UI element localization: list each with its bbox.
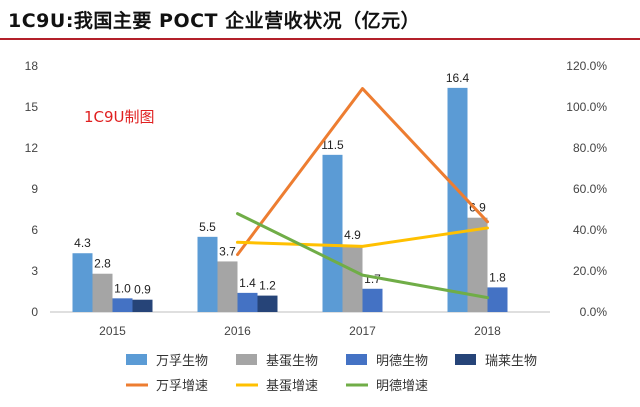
y-right-tick-label: 40.0%	[573, 223, 607, 237]
legend-label: 明德增速	[376, 379, 428, 394]
title-divider	[0, 38, 640, 40]
legend-swatch	[236, 354, 257, 365]
bar-data-label: 6.9	[469, 201, 486, 215]
bar-data-label: 4.3	[74, 236, 91, 250]
bar	[362, 288, 383, 312]
bar	[257, 295, 278, 312]
bar-data-label: 5.5	[199, 220, 216, 234]
y-right-tick-label: 60.0%	[573, 182, 607, 196]
legend-label: 明德生物	[376, 354, 428, 369]
y-right-tick-label: 20.0%	[573, 264, 607, 278]
bar-data-label: 1.2	[259, 279, 276, 293]
bar	[92, 273, 113, 312]
y-left-tick-label: 9	[31, 182, 38, 196]
x-tick-label: 2016	[224, 324, 251, 338]
legend-swatch	[455, 354, 476, 365]
bar	[342, 245, 363, 312]
chart-title: 1C9U:我国主要 POCT 企业营收状况（亿元）	[8, 10, 421, 32]
bar-data-label: 1.8	[489, 270, 506, 284]
bar	[467, 217, 488, 312]
bar	[447, 87, 468, 312]
bar-data-label: 1.0	[114, 281, 131, 295]
y-right-tick-label: 100.0%	[566, 100, 607, 114]
y-right-tick-label: 80.0%	[573, 141, 607, 155]
legend-label: 基蛋生物	[266, 354, 318, 369]
y-right-tick-label: 120.0%	[566, 59, 607, 73]
bar-data-label: 2.8	[94, 257, 111, 271]
bar-data-label: 16.4	[446, 71, 470, 85]
bar	[72, 253, 93, 312]
bar	[132, 299, 153, 312]
legend-swatch	[346, 354, 367, 365]
y-left-tick-label: 6	[31, 223, 38, 237]
bar	[237, 292, 258, 312]
x-tick-label: 2018	[474, 324, 501, 338]
bar	[217, 261, 238, 312]
bar-data-label: 0.9	[134, 283, 151, 297]
bar-data-label: 11.5	[321, 138, 344, 152]
bar-data-label: 1.4	[239, 276, 256, 290]
bar	[487, 287, 508, 312]
watermark: 1C9U制图	[84, 108, 155, 126]
legend-label: 瑞莱生物	[485, 354, 537, 369]
y-left-tick-label: 15	[25, 100, 39, 114]
bar-data-label: 3.7	[219, 244, 236, 258]
series-line	[236, 212, 489, 300]
y-right-tick-label: 0.0%	[580, 305, 608, 319]
y-left-tick-label: 12	[25, 141, 39, 155]
y-left-tick-label: 18	[25, 59, 39, 73]
bar	[197, 236, 218, 312]
series-line	[236, 226, 489, 248]
legend-label: 万孚生物	[156, 354, 208, 369]
bar	[112, 298, 133, 312]
bar	[322, 154, 343, 312]
legend-swatch	[126, 354, 147, 365]
x-tick-label: 2015	[99, 324, 126, 338]
y-left-tick-label: 0	[31, 305, 38, 319]
series-line	[236, 87, 489, 257]
legend-label: 基蛋增速	[266, 379, 318, 394]
x-tick-label: 2017	[349, 324, 376, 338]
y-left-tick-label: 3	[31, 264, 38, 278]
legend-label: 万孚增速	[156, 379, 208, 394]
bar-data-label: 4.9	[344, 228, 361, 242]
